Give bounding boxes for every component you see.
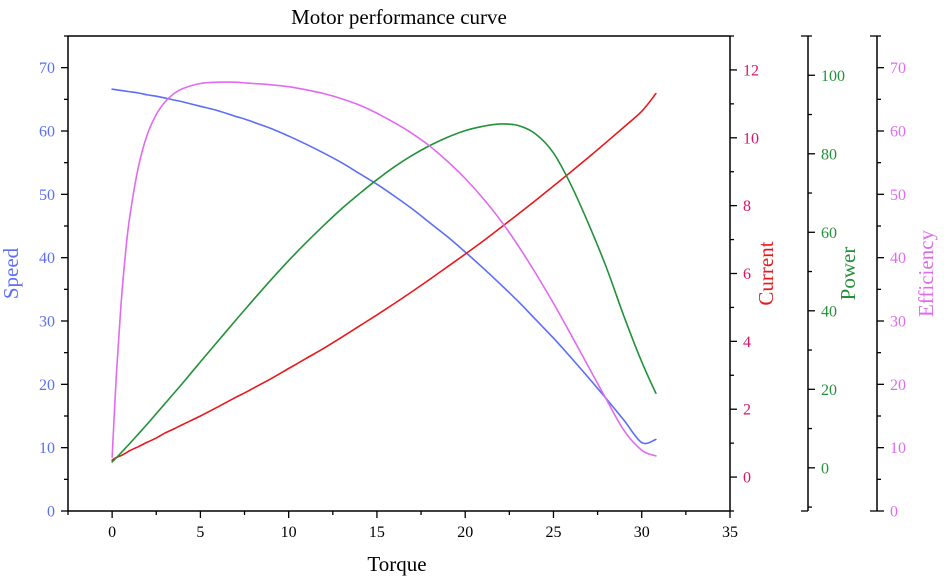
x-tick-label: 30 <box>634 524 650 541</box>
x-tick-label: 20 <box>457 524 473 541</box>
current-tick-label: 4 <box>743 334 751 351</box>
power-axis-title: Power <box>836 247 860 301</box>
efficiency-tick-label: 30 <box>890 314 906 331</box>
axes-layer: 0 5 10 15 20 25 30 35 0 10 20 30 40 50 60 70 Speed 0 2 4 6 8 1… <box>0 35 938 541</box>
x-tick-label: 25 <box>545 524 561 541</box>
efficiency-tick-label: 0 <box>890 504 898 521</box>
current-axis-title: Current <box>754 241 778 305</box>
speed-tick-label: 10 <box>39 440 55 457</box>
power-tick-label: 40 <box>821 303 837 320</box>
speed-axis-title: Speed <box>0 247 23 299</box>
current-tick-label: 0 <box>743 470 751 487</box>
current-tick-label: 10 <box>743 130 759 147</box>
speed-tick-label: 40 <box>39 250 55 267</box>
speed-tick-label: 30 <box>39 314 55 331</box>
efficiency-tick-label: 20 <box>890 377 906 394</box>
current-tick-label: 12 <box>743 62 759 79</box>
efficiency-tick-label: 10 <box>890 440 906 457</box>
efficiency-tick-label: 70 <box>890 60 906 77</box>
plot-frame <box>68 35 730 512</box>
series-layer <box>111 81 657 463</box>
chart-title: Motor performance curve <box>291 5 507 29</box>
power-tick-label: 100 <box>821 68 845 85</box>
current-tick-label: 2 <box>743 402 751 419</box>
speed-tick-label: 0 <box>47 504 55 521</box>
x-tick-label: 15 <box>369 524 385 541</box>
efficiency-tick-label: 60 <box>890 124 906 141</box>
speed-tick-label: 70 <box>39 60 55 77</box>
speed-tick-label: 20 <box>39 377 55 394</box>
power-tick-label: 60 <box>821 225 837 242</box>
x-tick-label: 5 <box>196 524 204 541</box>
speed-tick-label: 60 <box>39 124 55 141</box>
efficiency-axis-title: Efficiency <box>914 229 938 317</box>
power-tick-label: 0 <box>821 460 829 477</box>
speed-tick-label: 50 <box>39 187 55 204</box>
x-tick-label: 10 <box>281 524 297 541</box>
efficiency-series-line <box>111 81 657 458</box>
current-tick-label: 8 <box>743 198 751 215</box>
power-tick-label: 20 <box>821 382 837 399</box>
current-series-line <box>111 92 657 461</box>
speed-series-line <box>111 88 657 445</box>
x-tick-label: 35 <box>722 524 738 541</box>
x-axis-title: Torque <box>367 552 426 576</box>
x-tick-label: 0 <box>108 524 116 541</box>
efficiency-tick-label: 50 <box>890 187 906 204</box>
power-series-line <box>111 123 657 463</box>
current-tick-label: 6 <box>743 266 751 283</box>
power-tick-label: 80 <box>821 146 837 163</box>
efficiency-tick-label: 40 <box>890 250 906 267</box>
